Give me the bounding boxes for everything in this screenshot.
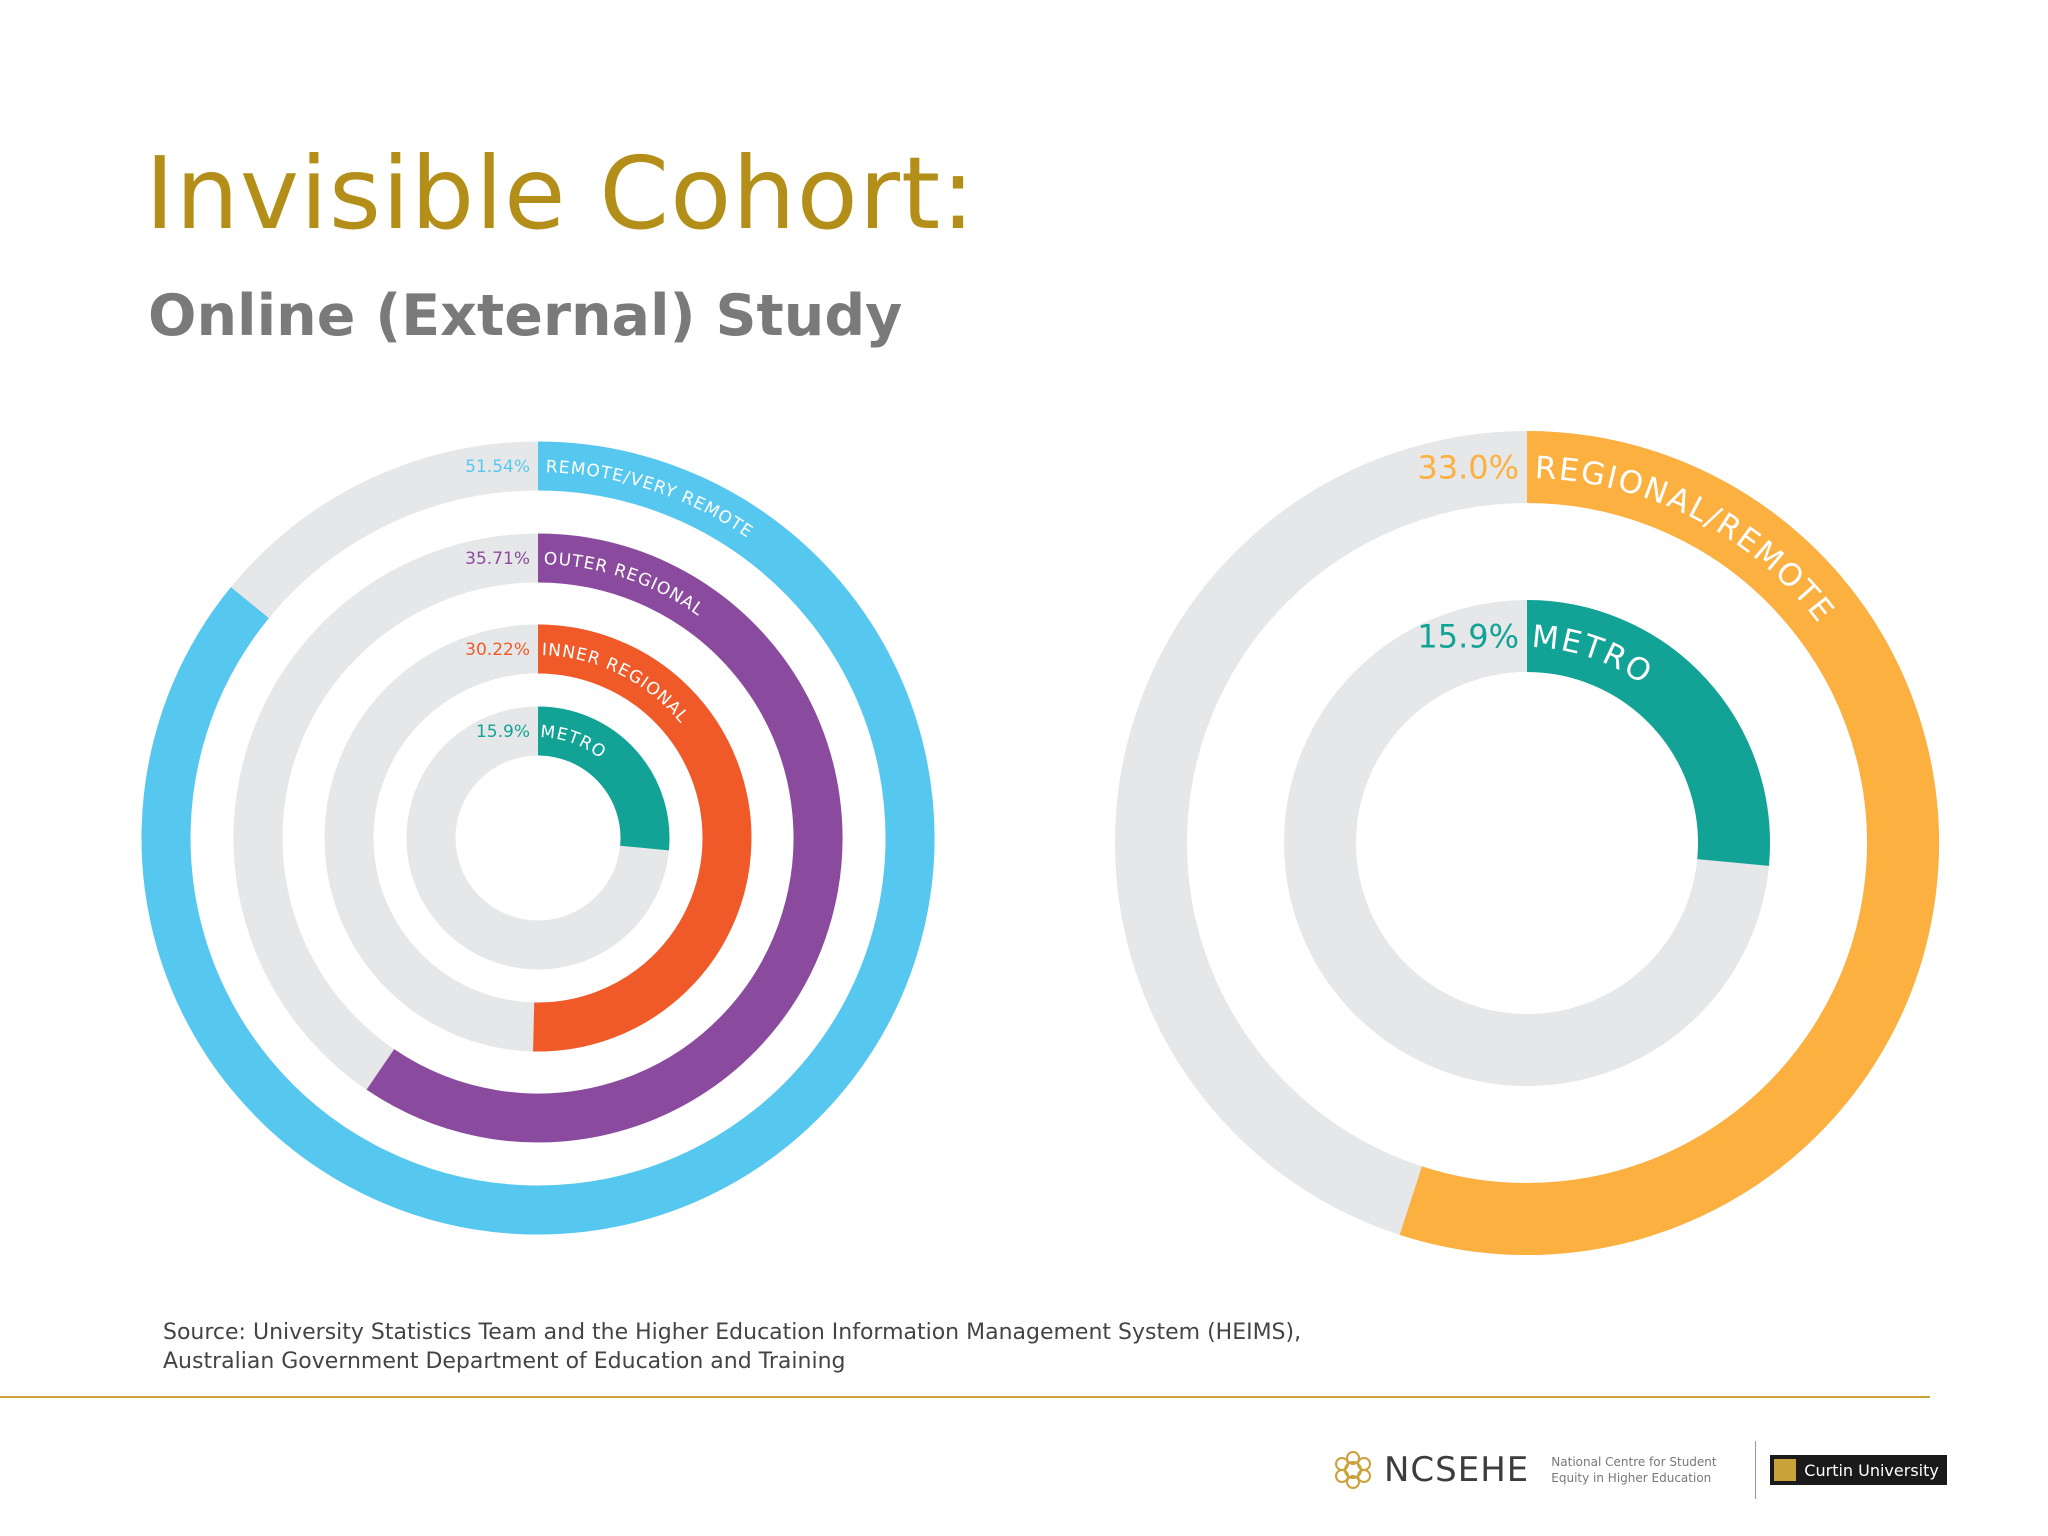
curtin-logo: Curtin University xyxy=(1770,1455,1947,1485)
ring-percent-label-1-3: 30.22% xyxy=(465,640,530,660)
ring-bar-1-4 xyxy=(537,706,670,851)
source-line-1: Source: University Statistics Team and t… xyxy=(163,1320,1302,1345)
curtin-crest-icon xyxy=(1774,1459,1797,1481)
ring-bar-1-1 xyxy=(141,441,935,1235)
ncsehe-name: NCSEHE xyxy=(1384,1450,1530,1490)
ring-percent-label-2-1: 33.0% xyxy=(1417,449,1519,487)
source-note: Source: University Statistics Team and t… xyxy=(163,1318,1301,1376)
footer-rule xyxy=(0,1396,1930,1398)
ncsehe-desc-line-2: Equity in Higher Education xyxy=(1551,1471,1712,1485)
ncsehe-logo-icon xyxy=(1335,1451,1371,1489)
footer-logos: NCSEHE National Centre for Student Equit… xyxy=(1330,1440,1947,1500)
ring-bar-2-2 xyxy=(1526,600,1770,866)
ring-percent-label-2-2: 15.9% xyxy=(1417,618,1519,656)
curtin-name: Curtin University xyxy=(1804,1460,1939,1480)
ncsehe-description: National Centre for Student Equity in Hi… xyxy=(1551,1454,1741,1486)
ring-percent-label-1-1: 51.54% xyxy=(465,457,530,477)
ring-percent-label-1-2: 35.71% xyxy=(465,549,530,569)
page-title: Invisible Cohort: xyxy=(145,135,976,252)
source-line-2: Australian Government Department of Educ… xyxy=(163,1349,846,1374)
ring-bar-1-2 xyxy=(366,533,843,1143)
ring-bar-1-3 xyxy=(533,624,752,1052)
footer-divider xyxy=(1755,1441,1757,1499)
ncsehe-desc-line-1: National Centre for Student xyxy=(1551,1455,1717,1469)
ring-percent-label-1-4: 15.9% xyxy=(476,722,530,742)
page-subtitle: Online (External) Study xyxy=(148,283,903,349)
ring-bar-2-1 xyxy=(1399,431,1939,1255)
